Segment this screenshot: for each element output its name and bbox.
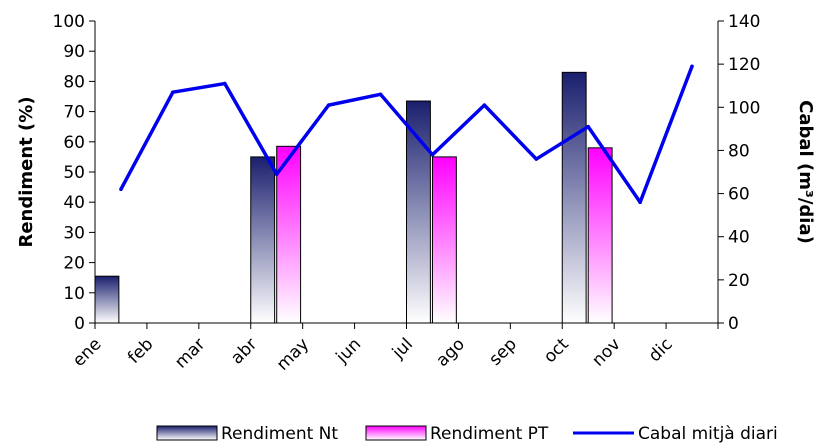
right-tick-label: 40	[728, 228, 750, 248]
legend-item-flow: Cabal mitjà diari	[573, 424, 778, 444]
flow-line	[119, 65, 694, 204]
flow-point	[586, 124, 591, 129]
flow-line-series	[119, 64, 694, 204]
legend-label-pt: Rendiment PT	[430, 424, 549, 444]
left-tick-label: 50	[63, 163, 85, 183]
flow-point	[378, 92, 383, 97]
x-tick-label: feb	[124, 334, 157, 367]
left-tick-label: 70	[63, 103, 85, 123]
bars	[94, 71, 613, 324]
right-tick-label: 0	[728, 314, 739, 334]
x-tick-label: ago	[432, 334, 468, 370]
left-tick-label: 60	[63, 133, 85, 153]
x-tick-label: jun	[332, 334, 365, 367]
flow-point	[171, 90, 175, 94]
x-tick-label: sep	[485, 334, 520, 369]
right-y-axis: 0 20 40 60 80 100 120 140	[717, 12, 760, 334]
right-tick-label: 20	[728, 271, 750, 291]
x-tick-label: dic	[645, 334, 677, 366]
x-tick-label: mar	[171, 334, 209, 372]
x-tick-label: ene	[69, 334, 106, 371]
left-tick-label: 100	[53, 12, 85, 32]
left-tick-label: 20	[63, 254, 85, 274]
left-axis-title: Rendiment (%)	[16, 96, 37, 247]
bar-rendiment-pt	[276, 145, 302, 324]
left-tick-label: 90	[63, 42, 85, 62]
legend-label-flow: Cabal mitjà diari	[638, 424, 778, 444]
legend-item-nt: Rendiment Nt	[156, 424, 338, 444]
flow-point	[326, 103, 331, 107]
x-tick-label: oct	[540, 334, 573, 367]
bar-rendiment-pt	[587, 147, 613, 324]
x-tick-label: abr	[227, 334, 261, 368]
bar-rendiment-nt	[406, 100, 431, 324]
bar-rendiment-nt	[250, 156, 276, 324]
right-axis-title: Cabal (m³/dia)	[795, 100, 816, 244]
bar-rendiment-pt	[431, 156, 457, 324]
flow-point	[119, 187, 123, 192]
right-tick-label: 60	[728, 185, 750, 205]
flow-point	[638, 200, 642, 204]
left-tick-label: 10	[63, 284, 85, 304]
legend: Rendiment Nt Rendiment PT Cabal mitjà di…	[156, 424, 778, 444]
left-tick-label: 80	[63, 72, 85, 92]
legend-swatch-pt	[365, 425, 427, 441]
flow-point	[534, 157, 539, 161]
left-tick-label: 30	[63, 223, 85, 243]
left-tick-label: 0	[74, 314, 85, 334]
legend-item-pt: Rendiment PT	[365, 424, 549, 444]
legend-label-nt: Rendiment Nt	[221, 424, 338, 444]
left-y-axis: 0 10 20 30 40 50 60 70 80 90 100	[53, 12, 96, 334]
right-tick-label: 140	[728, 12, 760, 32]
right-tick-label: 120	[728, 55, 760, 75]
bar-rendiment-nt	[94, 275, 120, 324]
right-tick-label: 80	[728, 141, 750, 161]
flow-point	[222, 81, 227, 86]
flow-point	[690, 64, 694, 69]
x-axis: ene feb mar abr may jun jul ago sep oct nov dic	[69, 322, 719, 375]
left-tick-label: 40	[63, 193, 85, 213]
legend-swatch-nt	[156, 425, 218, 441]
flow-point	[430, 152, 435, 157]
flow-point	[274, 172, 279, 176]
bar-rendiment-nt	[561, 71, 587, 324]
right-tick-label: 100	[728, 98, 760, 118]
flow-point	[482, 103, 487, 107]
x-tick-label: may	[273, 334, 313, 374]
x-tick-label: jul	[388, 334, 417, 363]
x-tick-label: nov	[588, 334, 624, 370]
